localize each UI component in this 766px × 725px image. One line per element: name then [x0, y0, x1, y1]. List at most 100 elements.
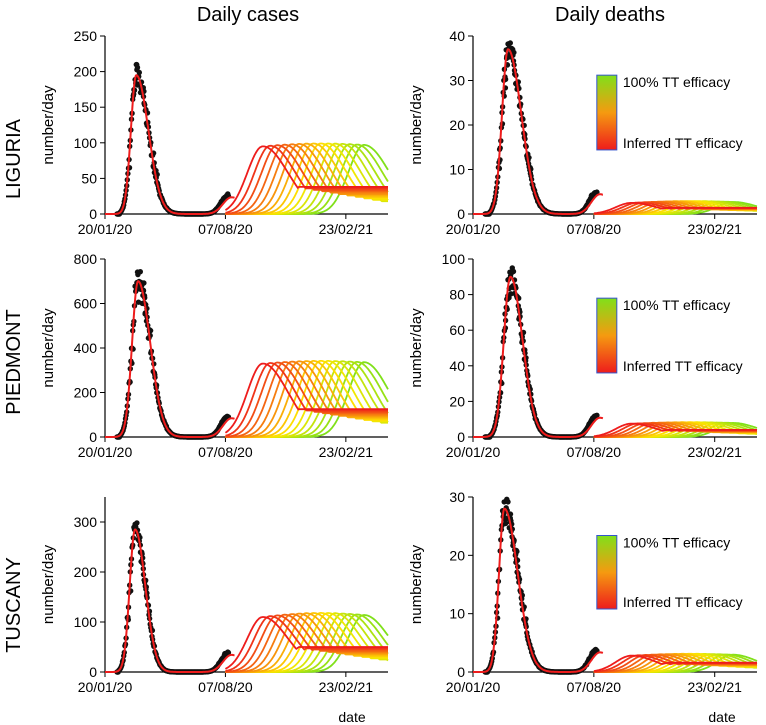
- x-tick-label: 23/02/21: [319, 221, 374, 237]
- scenario-curve: [225, 360, 388, 438]
- scenario-curve: [224, 362, 388, 434]
- x-tick-label: 20/01/20: [446, 679, 501, 695]
- y-tick-label: 10: [449, 606, 465, 622]
- scenario-curve: [593, 654, 757, 672]
- data-point: [136, 69, 142, 76]
- column-title-deaths: Daily deaths: [555, 4, 665, 26]
- x-tick-label: 20/01/20: [78, 679, 133, 695]
- x-tick-label: 07/08/20: [567, 444, 622, 460]
- scenario-curve: [225, 143, 388, 215]
- x-tick-label: 20/01/20: [78, 221, 133, 237]
- y-axis-label: number/day: [40, 544, 57, 624]
- x-tick-label: 20/01/20: [78, 444, 133, 460]
- legend-colorbar: [596, 74, 618, 151]
- y-axis-label: number/day: [40, 85, 57, 165]
- x-tick-label: 07/08/20: [567, 679, 622, 695]
- model-fit-line: [473, 507, 604, 673]
- y-tick-label: 400: [74, 340, 98, 356]
- x-tick-label: 07/08/20: [198, 444, 253, 460]
- panel-liguria-deaths: 0 10 20 30 40 20/01/20 07/08/20 23/02/21 number/…: [408, 28, 758, 237]
- data-point: [594, 189, 600, 195]
- scenario-curve: [593, 422, 757, 438]
- panel-piedmont-cases: 0 200 400 600 800 20/01/20 07/08/20 23/02/21 num…: [40, 251, 389, 460]
- y-tick-label: 50: [81, 170, 97, 186]
- panel-tuscany-cases: 0 100 200 300 20/01/20 07/08/20 23/02/21 number…: [40, 497, 389, 695]
- scenario-curve: [225, 614, 388, 673]
- y-tick-label: 100: [74, 614, 98, 630]
- column-title-cases: Daily cases: [197, 4, 299, 26]
- y-axis-label: number/day: [40, 308, 57, 388]
- data-point: [137, 269, 143, 275]
- scenario-curve: [225, 362, 388, 437]
- y-tick-label: 300: [74, 514, 98, 530]
- legend-top-label: 100% TT efficacy: [623, 297, 730, 313]
- y-tick-label: 600: [74, 296, 98, 312]
- y-tick-label: 0: [89, 206, 97, 222]
- model-fit-line: [105, 74, 235, 215]
- y-tick-label: 60: [449, 322, 465, 338]
- scenario-curve: [225, 613, 388, 673]
- y-tick-label: 10: [449, 162, 465, 178]
- data-point: [507, 40, 513, 46]
- data-point: [225, 649, 232, 656]
- y-axis-label: number/day: [408, 85, 425, 165]
- x-tick-label: 23/02/21: [687, 679, 742, 695]
- y-tick-label: 20: [449, 547, 465, 563]
- legend-top-label: 100% TT efficacy: [623, 74, 730, 90]
- x-tick-label: 07/08/20: [567, 221, 622, 237]
- scenario-curve: [225, 612, 388, 673]
- x-tick-label: 20/01/20: [446, 444, 501, 460]
- scenario-curve: [225, 613, 388, 673]
- x-tick-label: 07/08/20: [198, 679, 253, 695]
- y-tick-label: 800: [74, 251, 98, 267]
- data-point: [141, 280, 147, 286]
- model-fit-line: [473, 275, 604, 438]
- scenario-curve: [225, 144, 388, 214]
- scenario-curve: [225, 361, 388, 438]
- y-tick-label: 30: [449, 73, 465, 89]
- scenario-curve: [224, 616, 388, 670]
- y-axis-label: number/day: [408, 308, 425, 388]
- legend-bottom-label: Inferred TT efficacy: [623, 358, 743, 374]
- legend-top-label: 100% TT efficacy: [623, 535, 730, 551]
- model-fit-line: [105, 528, 235, 673]
- y-tick-label: 80: [449, 287, 465, 303]
- legend-colorbar: [596, 535, 618, 610]
- data-point: [510, 268, 517, 275]
- y-tick-label: 0: [457, 206, 465, 222]
- scenario-curve: [225, 361, 388, 438]
- y-tick-label: 200: [74, 64, 98, 80]
- y-tick-label: 0: [89, 664, 97, 680]
- x-tick-label: 20/01/20: [446, 221, 501, 237]
- data-point: [134, 64, 141, 71]
- data-point: [502, 520, 509, 527]
- y-tick-label: 40: [449, 28, 465, 44]
- legend-bottom-label: Inferred TT efficacy: [623, 594, 743, 610]
- panel-tuscany-deaths: 0 10 20 30 20/01/20 07/08/20 23/02/21 number/da…: [408, 489, 758, 695]
- x-tick-label: 23/02/21: [687, 444, 742, 460]
- y-tick-label: 150: [74, 99, 98, 115]
- data-point: [511, 49, 517, 56]
- y-tick-label: 200: [74, 564, 98, 580]
- scenario-curve: [225, 144, 388, 215]
- model-fit-line: [105, 280, 235, 438]
- y-axis-label: number/day: [408, 544, 425, 624]
- scenario-curve: [225, 360, 388, 438]
- panel-piedmont-deaths: 0 20 40 60 80 100 20/01/20 07/08/20 23/02/21 numb…: [408, 251, 758, 460]
- scenario-curve: [225, 143, 388, 215]
- data-point: [594, 412, 600, 418]
- scenario-curve: [593, 202, 757, 215]
- y-tick-label: 20: [449, 393, 465, 409]
- row-title-tuscany: TUSCANY: [3, 557, 25, 653]
- scenario-curve: [225, 615, 388, 672]
- y-tick-label: 0: [457, 664, 465, 680]
- data-point: [134, 520, 140, 526]
- x-tick-label: 23/02/21: [687, 221, 742, 237]
- x-tick-label: 23/02/21: [319, 679, 374, 695]
- y-tick-label: 100: [74, 135, 98, 151]
- model-fit-line: [473, 48, 603, 215]
- y-tick-label: 30: [449, 489, 465, 505]
- y-tick-label: 20: [449, 117, 465, 133]
